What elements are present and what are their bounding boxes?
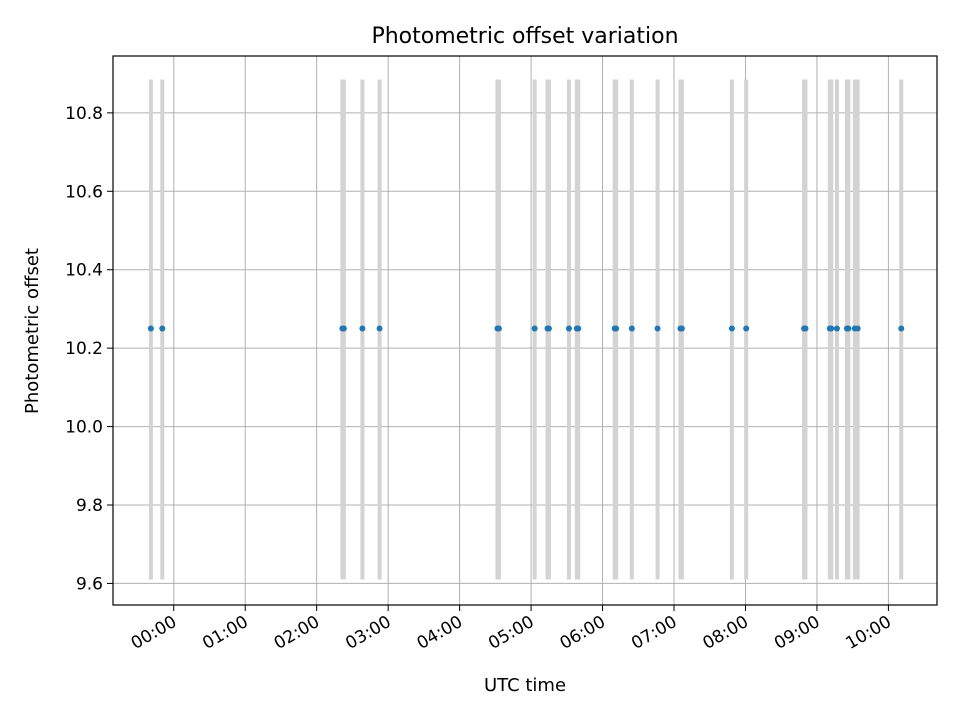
y-tick-label: 9.8 xyxy=(76,496,103,516)
data-point xyxy=(545,325,552,332)
data-point xyxy=(678,325,685,332)
y-axis-label: Photometric offset xyxy=(22,248,43,414)
y-tick-label: 10.8 xyxy=(65,104,103,124)
data-point xyxy=(845,325,852,332)
y-axis-ticks: 9.6 9.8 10.0 10.2 10.4 10.6 10.8 xyxy=(65,104,113,594)
data-point xyxy=(159,325,166,332)
plot-area-frame xyxy=(112,55,938,606)
data-point xyxy=(359,325,366,332)
data-point xyxy=(340,325,347,332)
x-axis-label: UTC time xyxy=(484,675,566,696)
data-points xyxy=(147,325,905,332)
grid xyxy=(113,56,937,605)
data-point xyxy=(833,325,840,332)
data-point xyxy=(854,325,861,332)
data-point xyxy=(495,325,502,332)
data-point xyxy=(147,325,154,332)
data-point xyxy=(802,325,809,332)
y-tick-label: 10.0 xyxy=(65,418,103,438)
y-tick-label: 10.4 xyxy=(65,261,103,281)
y-tick-label: 9.6 xyxy=(76,574,103,594)
data-point xyxy=(613,325,620,332)
chart-title: Photometric offset variation xyxy=(371,24,678,49)
data-point xyxy=(898,325,905,332)
data-point xyxy=(531,325,538,332)
data-point xyxy=(654,325,661,332)
data-point xyxy=(565,325,572,332)
data-point xyxy=(828,325,835,332)
data-point xyxy=(743,325,750,332)
data-point xyxy=(376,325,383,332)
y-tick-label: 10.2 xyxy=(65,339,103,359)
data-point xyxy=(628,325,635,332)
y-tick-label: 10.6 xyxy=(65,182,103,202)
data-point xyxy=(728,325,735,332)
data-point xyxy=(575,325,582,332)
